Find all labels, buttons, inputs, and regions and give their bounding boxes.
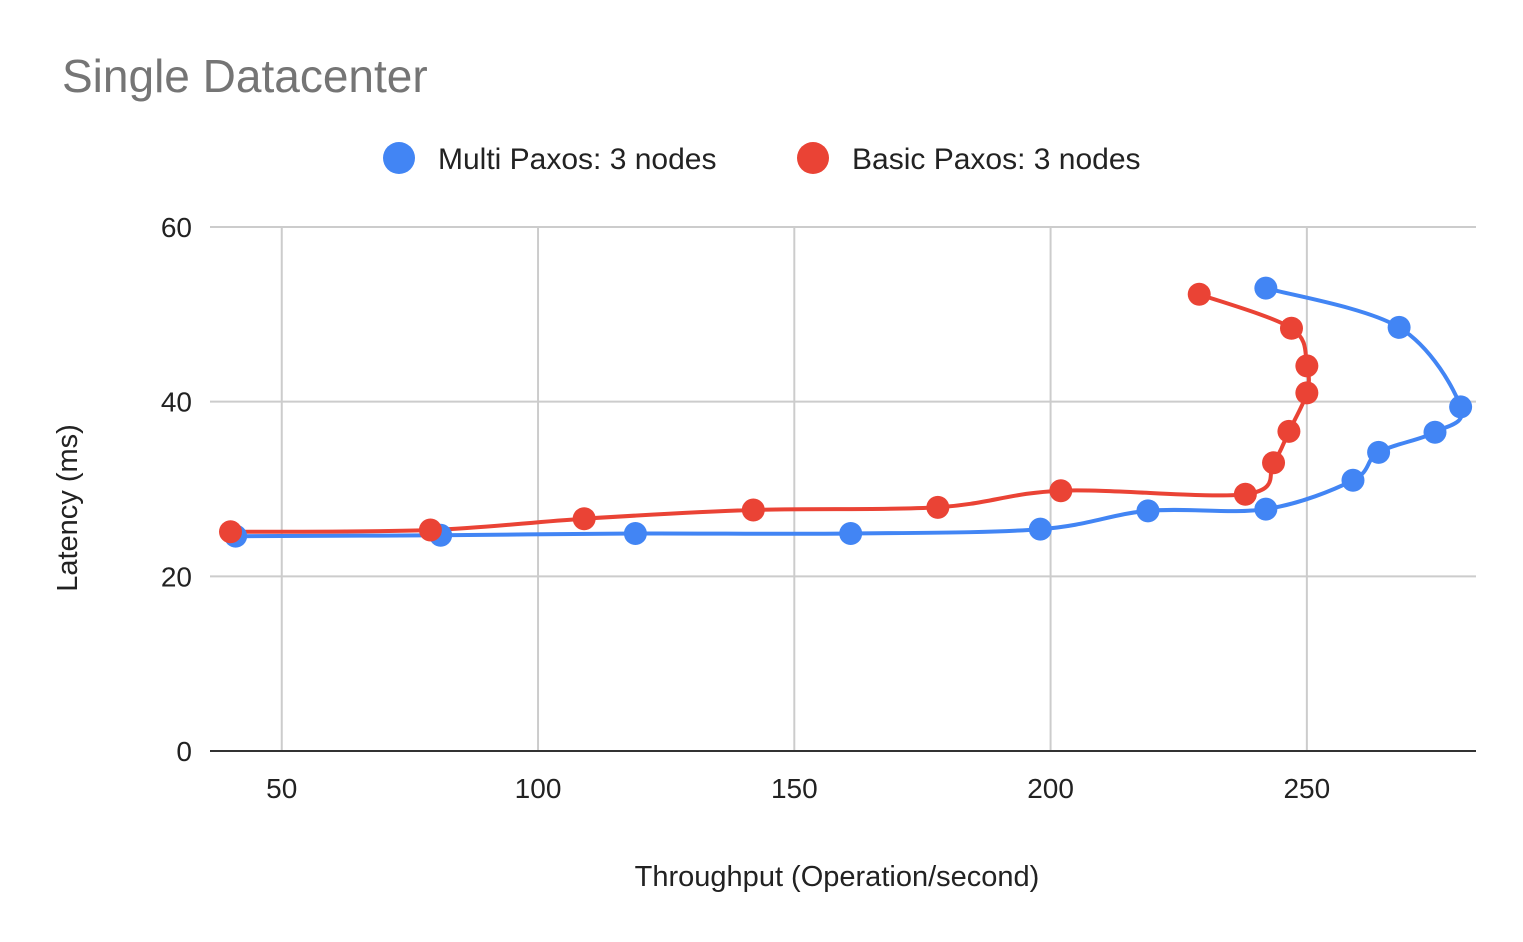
data-point-series-0-6[interactable] <box>1254 497 1278 521</box>
y-tick-label: 20 <box>161 561 192 592</box>
data-point-series-1-8[interactable] <box>1277 419 1301 443</box>
y-axis-ticks: 0 20 40 60 <box>161 212 192 767</box>
series-points <box>219 276 1473 548</box>
data-point-series-0-7[interactable] <box>1341 468 1365 492</box>
y-tick-label: 0 <box>176 736 192 767</box>
legend-marker-basic-paxos <box>797 142 829 174</box>
data-point-series-0-5[interactable] <box>1136 499 1160 523</box>
legend-label-basic-paxos: Basic Paxos: 3 nodes <box>852 143 1141 176</box>
data-point-series-0-10[interactable] <box>1449 395 1473 419</box>
y-tick-label: 60 <box>161 212 192 243</box>
data-point-series-1-0[interactable] <box>219 520 243 544</box>
data-point-series-0-12[interactable] <box>1254 276 1278 300</box>
data-point-series-0-11[interactable] <box>1387 315 1411 339</box>
data-point-series-0-8[interactable] <box>1367 440 1391 464</box>
legend-label-multi-paxos: Multi Paxos: 3 nodes <box>438 143 716 176</box>
data-point-series-0-3[interactable] <box>839 522 863 546</box>
data-point-series-1-6[interactable] <box>1233 482 1257 506</box>
data-point-series-1-9[interactable] <box>1295 381 1319 405</box>
data-point-series-1-7[interactable] <box>1262 451 1286 475</box>
y-axis-title: Latency (ms) <box>52 424 84 592</box>
legend-marker-multi-paxos <box>383 142 415 174</box>
data-point-series-0-2[interactable] <box>623 522 647 546</box>
x-tick-label: 150 <box>771 773 818 804</box>
x-tick-label: 50 <box>266 773 297 804</box>
data-point-series-1-2[interactable] <box>572 507 596 531</box>
legend: Multi Paxos: 3 nodes Basic Paxos: 3 node… <box>383 142 1141 176</box>
x-axis-title: Throughput (Operation/second) <box>635 861 1040 893</box>
gridlines <box>210 226 1476 751</box>
data-point-series-1-5[interactable] <box>1049 479 1073 503</box>
series-lines <box>228 286 1464 539</box>
series-line-0 <box>233 286 1464 539</box>
data-point-series-1-11[interactable] <box>1279 316 1303 340</box>
data-point-series-1-4[interactable] <box>926 495 950 519</box>
data-point-series-1-1[interactable] <box>418 518 442 542</box>
data-point-series-1-12[interactable] <box>1187 282 1211 306</box>
x-axis-ticks: 50 100 150 200 250 <box>266 773 1330 804</box>
data-point-series-1-3[interactable] <box>741 498 765 522</box>
x-tick-label: 250 <box>1283 773 1330 804</box>
data-point-series-0-9[interactable] <box>1423 420 1447 444</box>
y-tick-label: 40 <box>161 387 192 418</box>
data-point-series-1-10[interactable] <box>1295 354 1319 378</box>
x-tick-label: 200 <box>1027 773 1074 804</box>
chart-title: Single Datacenter <box>62 50 428 102</box>
legend-item-multi-paxos[interactable]: Multi Paxos: 3 nodes <box>383 142 716 176</box>
x-tick-label: 100 <box>515 773 562 804</box>
series-line-1 <box>228 292 1311 534</box>
legend-item-basic-paxos[interactable]: Basic Paxos: 3 nodes <box>797 142 1141 176</box>
data-point-series-0-4[interactable] <box>1028 517 1052 541</box>
